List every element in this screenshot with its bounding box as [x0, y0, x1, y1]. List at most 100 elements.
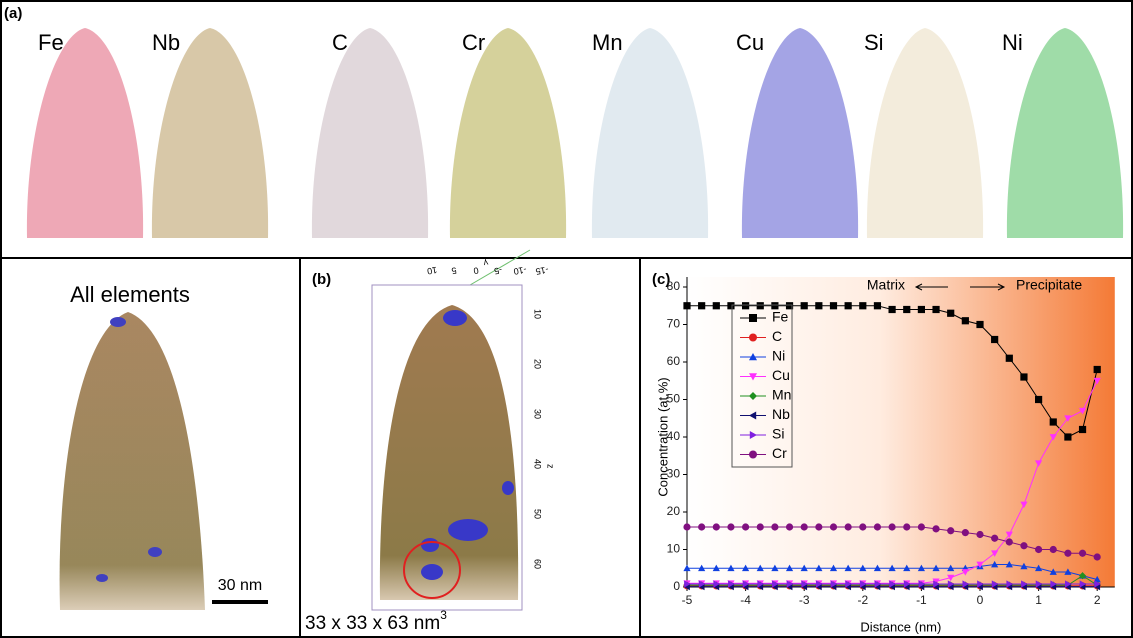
- data-point: [917, 564, 925, 572]
- data-point: [698, 302, 706, 310]
- scale-bar-label: 30 nm: [218, 577, 262, 594]
- z-tick: 60: [533, 559, 543, 569]
- x-tick-label: -3: [799, 593, 810, 607]
- box-edge: [371, 284, 523, 611]
- data-point: [961, 317, 969, 325]
- y-tick-label: 50: [667, 392, 681, 406]
- data-point: [1093, 365, 1101, 374]
- x-tick-label: 2: [1094, 593, 1101, 607]
- data-point: [932, 305, 940, 314]
- data-point: [1020, 501, 1028, 509]
- element-map: [449, 28, 567, 238]
- z-tick: 20: [533, 359, 543, 369]
- element-label: Si: [864, 30, 884, 55]
- legend-label: Mn: [772, 387, 791, 403]
- y-tick-label: 40: [667, 429, 681, 443]
- data-point: [815, 580, 823, 588]
- data-point: [728, 580, 735, 588]
- data-point: [1005, 531, 1013, 539]
- data-point: [829, 564, 838, 572]
- data-point: [742, 564, 750, 572]
- data-point: [844, 564, 852, 572]
- data-point: [1064, 549, 1072, 557]
- data-point: [1005, 354, 1013, 362]
- data-point: [1078, 425, 1087, 434]
- data-point: [991, 534, 999, 542]
- element-label: C: [332, 30, 348, 55]
- legend-marker: [749, 411, 757, 420]
- data-point: [888, 523, 896, 531]
- legend-label: Ni: [772, 348, 785, 364]
- y-axis-label: Concentration (at.%): [655, 377, 670, 496]
- data-point: [742, 302, 750, 310]
- data-point: [683, 564, 691, 572]
- data-point: [713, 580, 720, 588]
- plot-background: [687, 277, 1115, 587]
- data-point: [1064, 433, 1072, 441]
- element-maps: Fe Nb C Cr Mn Cu Si Ni: [26, 28, 1124, 238]
- data-point: [1049, 418, 1057, 426]
- data-point: [859, 302, 867, 310]
- data-point: [903, 523, 911, 531]
- data-point: [830, 580, 838, 588]
- data-point: [683, 302, 691, 310]
- data-point: [684, 580, 691, 588]
- data-point: [756, 564, 764, 572]
- data-point: [917, 523, 926, 531]
- volume-text: 33 x 33 x 63 nm: [305, 613, 440, 634]
- element-label: Fe: [38, 30, 64, 55]
- data-point: [947, 527, 955, 535]
- data-point: [785, 523, 794, 531]
- data-point: [1020, 562, 1028, 570]
- volume-exponent: 3: [440, 608, 447, 622]
- data-point: [712, 302, 720, 310]
- data-point: [859, 564, 867, 572]
- data-point: [698, 564, 706, 572]
- data-point: [1064, 415, 1072, 422]
- legend-marker: [749, 333, 757, 342]
- data-point: [742, 523, 750, 531]
- data-point: [757, 580, 764, 588]
- data-point: [1079, 580, 1087, 588]
- data-point: [1006, 580, 1013, 588]
- data-point: [786, 580, 794, 588]
- x-tick-label: 1: [1035, 593, 1042, 607]
- annotation: Matrix: [867, 277, 905, 293]
- precipitate: [110, 317, 126, 327]
- precipitate: [421, 564, 443, 580]
- data-point: [727, 523, 735, 531]
- data-point: [815, 564, 823, 572]
- data-point: [712, 523, 720, 531]
- legend-label: Si: [772, 426, 784, 442]
- x-tick-label: 0: [977, 593, 984, 607]
- data-point: [1078, 407, 1087, 415]
- element-map: [151, 28, 269, 238]
- data-point: [976, 530, 984, 539]
- data-point: [742, 580, 750, 588]
- data-point: [1035, 564, 1043, 572]
- legend-marker: [749, 353, 757, 361]
- data-point: [1065, 580, 1072, 588]
- data-point: [888, 305, 896, 314]
- data-point: [873, 302, 882, 310]
- data-point: [1005, 538, 1013, 546]
- y-tick-label: 20: [667, 504, 681, 518]
- legend-label: Cu: [772, 367, 790, 383]
- data-point: [874, 580, 882, 588]
- top-tick: -15: [535, 265, 550, 277]
- data-point: [683, 523, 691, 531]
- data-point: [1094, 580, 1101, 588]
- data-point: [932, 525, 940, 533]
- data-point: [947, 580, 955, 588]
- arrow: [914, 283, 1006, 291]
- data-point: [918, 580, 925, 588]
- tip-reconstruction: [379, 305, 519, 600]
- element-label: Cr: [462, 30, 485, 55]
- data-point: [991, 550, 999, 557]
- volume-label: 33 x 33 x 63 nm3: [305, 608, 447, 634]
- data-point: [991, 335, 999, 344]
- element-map: [741, 28, 859, 238]
- data-point: [991, 580, 999, 588]
